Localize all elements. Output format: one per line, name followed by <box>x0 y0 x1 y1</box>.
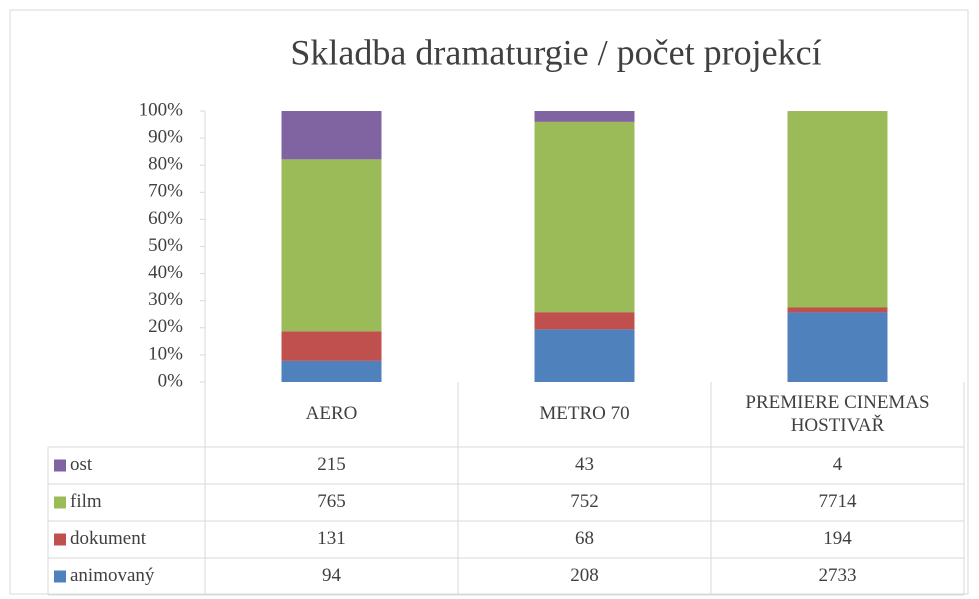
table-value: 208 <box>570 565 599 586</box>
legend-label: film <box>70 491 102 512</box>
table-value: 194 <box>823 528 852 549</box>
x-tick-label: PREMIERE CINEMAS HOSTIVAŘ <box>745 391 930 436</box>
table-value: 131 <box>317 528 346 549</box>
bar-segment <box>534 121 635 313</box>
x-tick-label: AERO <box>305 403 358 425</box>
bar-segment <box>787 307 888 313</box>
x-tick-label-cell: AERO <box>305 403 358 425</box>
chart-title: Skladba dramaturgie / počet projekcí <box>290 32 821 72</box>
bar-segment <box>787 111 888 308</box>
x-tick-label: METRO 70 <box>539 403 630 425</box>
table-value: 765 <box>317 491 346 512</box>
bar-segment <box>281 360 382 382</box>
table-value: 752 <box>570 491 599 512</box>
bar-segment <box>281 159 382 332</box>
y-tick-label: 40% <box>148 262 183 283</box>
x-tick-label-cell: METRO 70 <box>539 403 630 425</box>
bar-segment <box>534 312 635 330</box>
y-tick-label: 60% <box>148 208 183 229</box>
table-value: 4 <box>833 454 843 475</box>
legend-label: ost <box>70 454 93 475</box>
y-tick-label: 80% <box>148 154 183 175</box>
bar-segment <box>534 329 635 382</box>
y-tick-label: 100% <box>139 99 184 120</box>
bar-segment <box>281 111 382 160</box>
y-tick-label: 10% <box>148 343 183 364</box>
table-value: 68 <box>575 528 594 549</box>
table-value: 94 <box>322 565 342 586</box>
y-tick-label: 90% <box>148 126 183 147</box>
bar-segment <box>281 331 382 361</box>
bar-segment <box>787 312 888 382</box>
y-tick-label: 30% <box>148 289 183 310</box>
legend-label: dokument <box>70 528 147 549</box>
y-tick-label: 20% <box>148 316 183 337</box>
bar-segment <box>534 111 635 122</box>
y-tick-label: 50% <box>148 235 183 256</box>
table-value: 215 <box>317 454 346 475</box>
x-tick-label-cell: PREMIERE CINEMAS HOSTIVAŘ <box>745 391 930 436</box>
table-value: 7714 <box>819 491 858 512</box>
table-value: 2733 <box>819 565 857 586</box>
legend-key <box>54 459 66 472</box>
legend-key <box>54 496 66 509</box>
legend-label: animovaný <box>70 565 155 586</box>
table-value: 43 <box>575 454 594 475</box>
legend-key <box>54 533 66 546</box>
y-tick-label: 70% <box>148 181 183 202</box>
legend-key <box>54 570 66 583</box>
y-tick-label: 0% <box>158 370 184 391</box>
